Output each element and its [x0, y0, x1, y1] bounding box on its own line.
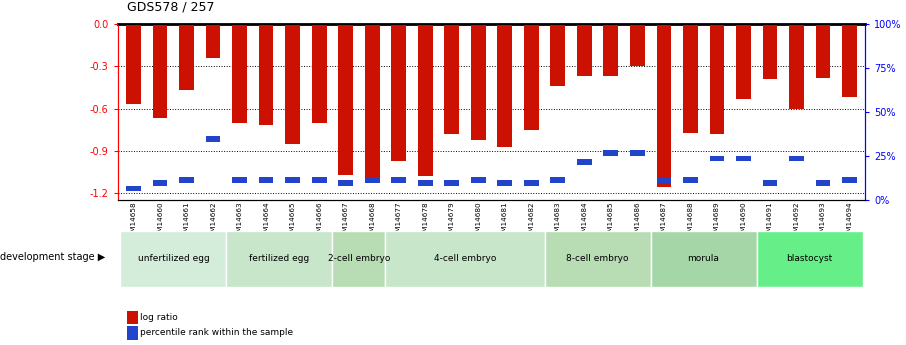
Bar	[471, 177, 486, 183]
Bar	[497, 24, 512, 147]
Bar	[179, 177, 194, 183]
Bar	[630, 150, 644, 156]
Bar	[153, 24, 168, 118]
Bar	[445, 24, 459, 134]
Bar	[127, 24, 141, 105]
Bar	[842, 24, 856, 97]
Bar	[385, 231, 545, 287]
Bar	[757, 231, 863, 287]
Text: morula: morula	[688, 254, 719, 263]
Bar	[365, 24, 380, 178]
Bar	[259, 177, 274, 183]
Bar	[153, 180, 168, 186]
Bar	[815, 180, 830, 186]
Bar	[736, 24, 750, 99]
Bar	[497, 180, 512, 186]
Text: log ratio: log ratio	[140, 313, 178, 322]
Bar	[709, 24, 724, 134]
Bar	[226, 231, 333, 287]
Text: blastocyst: blastocyst	[786, 254, 833, 263]
Bar	[630, 24, 644, 66]
Text: fertilized egg: fertilized egg	[249, 254, 310, 263]
Bar	[391, 177, 406, 183]
Bar	[603, 150, 618, 156]
Bar	[365, 177, 380, 183]
Bar	[312, 177, 326, 183]
Bar	[603, 24, 618, 76]
Text: percentile rank within the sample: percentile rank within the sample	[140, 328, 294, 337]
Bar	[842, 177, 856, 183]
Bar	[789, 24, 804, 109]
Bar	[815, 24, 830, 78]
Bar	[206, 24, 220, 58]
Bar	[333, 231, 385, 287]
Bar	[577, 159, 592, 165]
Bar	[545, 231, 651, 287]
Bar	[471, 24, 486, 140]
Text: GDS578 / 257: GDS578 / 257	[127, 1, 215, 14]
Text: 4-cell embryo: 4-cell embryo	[434, 254, 496, 263]
Bar	[524, 24, 538, 130]
Bar	[657, 177, 671, 183]
Bar	[657, 24, 671, 187]
Bar	[206, 136, 220, 142]
Bar	[577, 24, 592, 76]
Bar	[789, 156, 804, 161]
Bar	[551, 24, 565, 86]
Bar	[763, 180, 777, 186]
Bar	[524, 180, 538, 186]
Text: unfertilized egg: unfertilized egg	[138, 254, 209, 263]
Bar	[259, 24, 274, 126]
Bar	[233, 24, 247, 123]
Bar	[285, 177, 300, 183]
Bar	[551, 177, 565, 183]
Bar	[709, 156, 724, 161]
Bar	[763, 24, 777, 79]
Bar	[683, 177, 698, 183]
Bar	[391, 24, 406, 161]
Bar	[179, 24, 194, 90]
Bar	[736, 156, 750, 161]
Bar	[418, 24, 432, 176]
Bar	[127, 186, 141, 191]
Bar	[312, 24, 326, 123]
Text: 8-cell embryo: 8-cell embryo	[566, 254, 629, 263]
Text: development stage ▶: development stage ▶	[0, 252, 105, 262]
Bar	[418, 180, 432, 186]
Bar	[339, 180, 353, 186]
Bar	[285, 24, 300, 144]
Bar	[120, 231, 226, 287]
Bar	[339, 24, 353, 175]
Bar	[683, 24, 698, 132]
Bar	[233, 177, 247, 183]
Text: 2-cell embryo: 2-cell embryo	[328, 254, 390, 263]
Bar	[651, 231, 757, 287]
Bar	[445, 180, 459, 186]
